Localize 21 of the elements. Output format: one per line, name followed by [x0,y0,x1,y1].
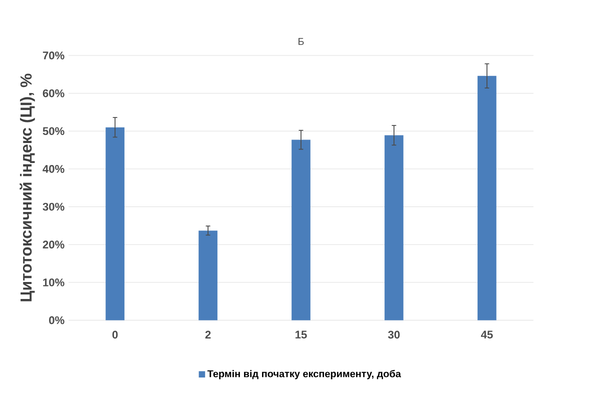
bar [198,230,218,320]
y-tick-label: 50% [42,127,64,135]
bar [478,76,496,320]
x-tick-label: 30 [388,330,400,339]
y-tick-label: 10% [43,278,64,286]
bar [292,140,310,320]
bar [384,135,404,320]
legend-label: Термін від початку експерименту, доба [207,370,402,380]
y-tick-label: 60% [42,89,64,98]
y-tick-label: 40% [42,164,64,173]
y-tick-label: 20% [42,240,64,248]
x-tick-label: 2 [205,330,211,338]
y-tick-label: 70% [42,51,64,60]
y-tick-label: 0% [49,316,64,324]
chart-title: Б [298,38,304,45]
y-axis-title: Цитотоксичний індекс (ЦІ), % [20,74,35,302]
x-tick-label: 0 [112,330,118,338]
y-tick-label: 30% [42,202,64,211]
x-tick-label: 45 [480,330,493,338]
bar [106,127,124,320]
x-tick-label: 15 [296,330,307,338]
